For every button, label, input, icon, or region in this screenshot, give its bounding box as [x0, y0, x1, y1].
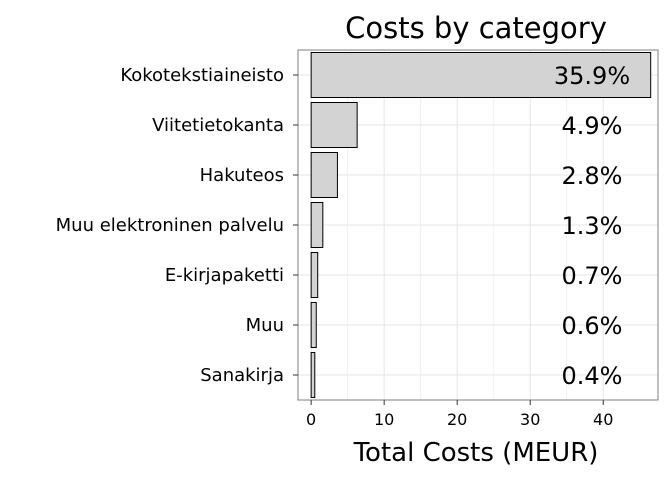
percent-label: 0.4% — [562, 362, 623, 390]
y-axis-labels: Kokotekstiaineisto Viitetietokanta Hakuteo… — [56, 65, 298, 386]
percent-label: 35.9% — [554, 62, 630, 90]
y-tick-label: Hakuteos — [200, 165, 284, 186]
percent-label: 1.3% — [562, 212, 623, 240]
y-tick-label: Muu elektroninen palvelu — [56, 215, 284, 236]
x-axis-title: Total Costs (MEUR) — [353, 438, 599, 468]
x-tick-label: 20 — [447, 410, 467, 429]
bars — [310, 52, 652, 398]
percent-label: 2.8% — [562, 162, 623, 190]
bar-viitetietokanta — [310, 102, 358, 148]
y-tick-label: Kokotekstiaineisto — [120, 65, 284, 86]
percent-labels: 35.9% 4.9% 2.8% 1.3% 0.7% 0.6% 0.4% — [554, 62, 630, 390]
percent-label: 4.9% — [562, 112, 623, 140]
percent-label: 0.7% — [562, 262, 623, 290]
bar-muu-elektroninen-palvelu — [310, 202, 324, 248]
bar-kokotekstiaineisto — [310, 52, 652, 98]
bar-hakuteos — [310, 152, 338, 198]
bar-e-kirjapaketti — [310, 252, 319, 298]
percent-label: 0.6% — [562, 312, 623, 340]
bar-muu — [310, 302, 317, 348]
x-tick-label: 10 — [374, 410, 394, 429]
x-tick-label: 30 — [520, 410, 540, 429]
y-tick-label: Sanakirja — [200, 365, 284, 386]
bar-sanakirja — [310, 352, 316, 398]
chart-title: Costs by category — [345, 11, 607, 45]
x-tick-label: 40 — [593, 410, 613, 429]
x-tick-label: 0 — [306, 410, 316, 429]
y-tick-label: E-kirjapaketti — [165, 265, 284, 286]
x-axis-ticks: 0 10 20 30 40 — [306, 400, 613, 429]
y-tick-label: Muu — [246, 315, 284, 336]
y-tick-label: Viitetietokanta — [152, 115, 284, 136]
